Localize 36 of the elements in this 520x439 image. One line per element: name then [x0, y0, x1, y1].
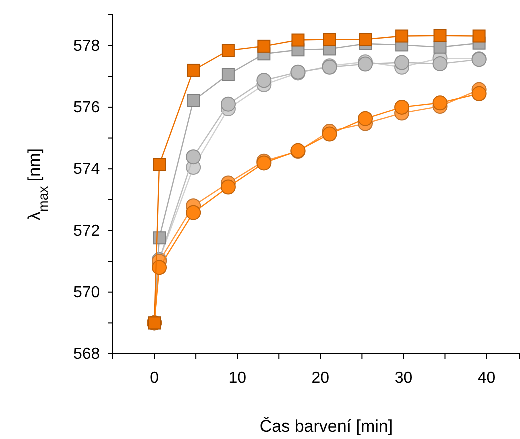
- point: [256, 73, 272, 88]
- point: [472, 86, 487, 102]
- y-tick-label: 574: [73, 161, 100, 178]
- point: [186, 150, 202, 165]
- point: [186, 205, 202, 220]
- point: [292, 34, 305, 47]
- point: [472, 30, 486, 43]
- point: [396, 30, 409, 43]
- point: [359, 33, 372, 46]
- point: [432, 56, 448, 72]
- x-tick-label: 10: [228, 370, 247, 387]
- x-tick-label: 30: [394, 370, 413, 387]
- point: [222, 68, 235, 82]
- point: [432, 96, 448, 111]
- y-tick-label: 572: [73, 222, 100, 240]
- x-tick-label: 20: [312, 370, 330, 387]
- point: [323, 33, 336, 46]
- point: [153, 158, 166, 172]
- point: [220, 180, 236, 195]
- point: [394, 55, 410, 70]
- y-tick-label: 570: [73, 284, 100, 302]
- x-axis-title: Čas barvení [min]: [260, 417, 394, 436]
- y-tick-label: 578: [73, 38, 100, 55]
- y-tick-label: 568: [73, 346, 100, 364]
- point: [187, 94, 200, 108]
- y-tick-label: 576: [73, 100, 100, 117]
- point: [220, 96, 236, 112]
- point: [358, 111, 374, 126]
- point: [222, 44, 235, 58]
- point: [187, 64, 200, 77]
- point: [394, 100, 410, 115]
- x-tick-label: 40: [478, 370, 496, 387]
- x-tick-label: 0: [150, 370, 160, 387]
- point: [322, 126, 338, 142]
- point: [434, 29, 447, 42]
- point: [258, 40, 271, 53]
